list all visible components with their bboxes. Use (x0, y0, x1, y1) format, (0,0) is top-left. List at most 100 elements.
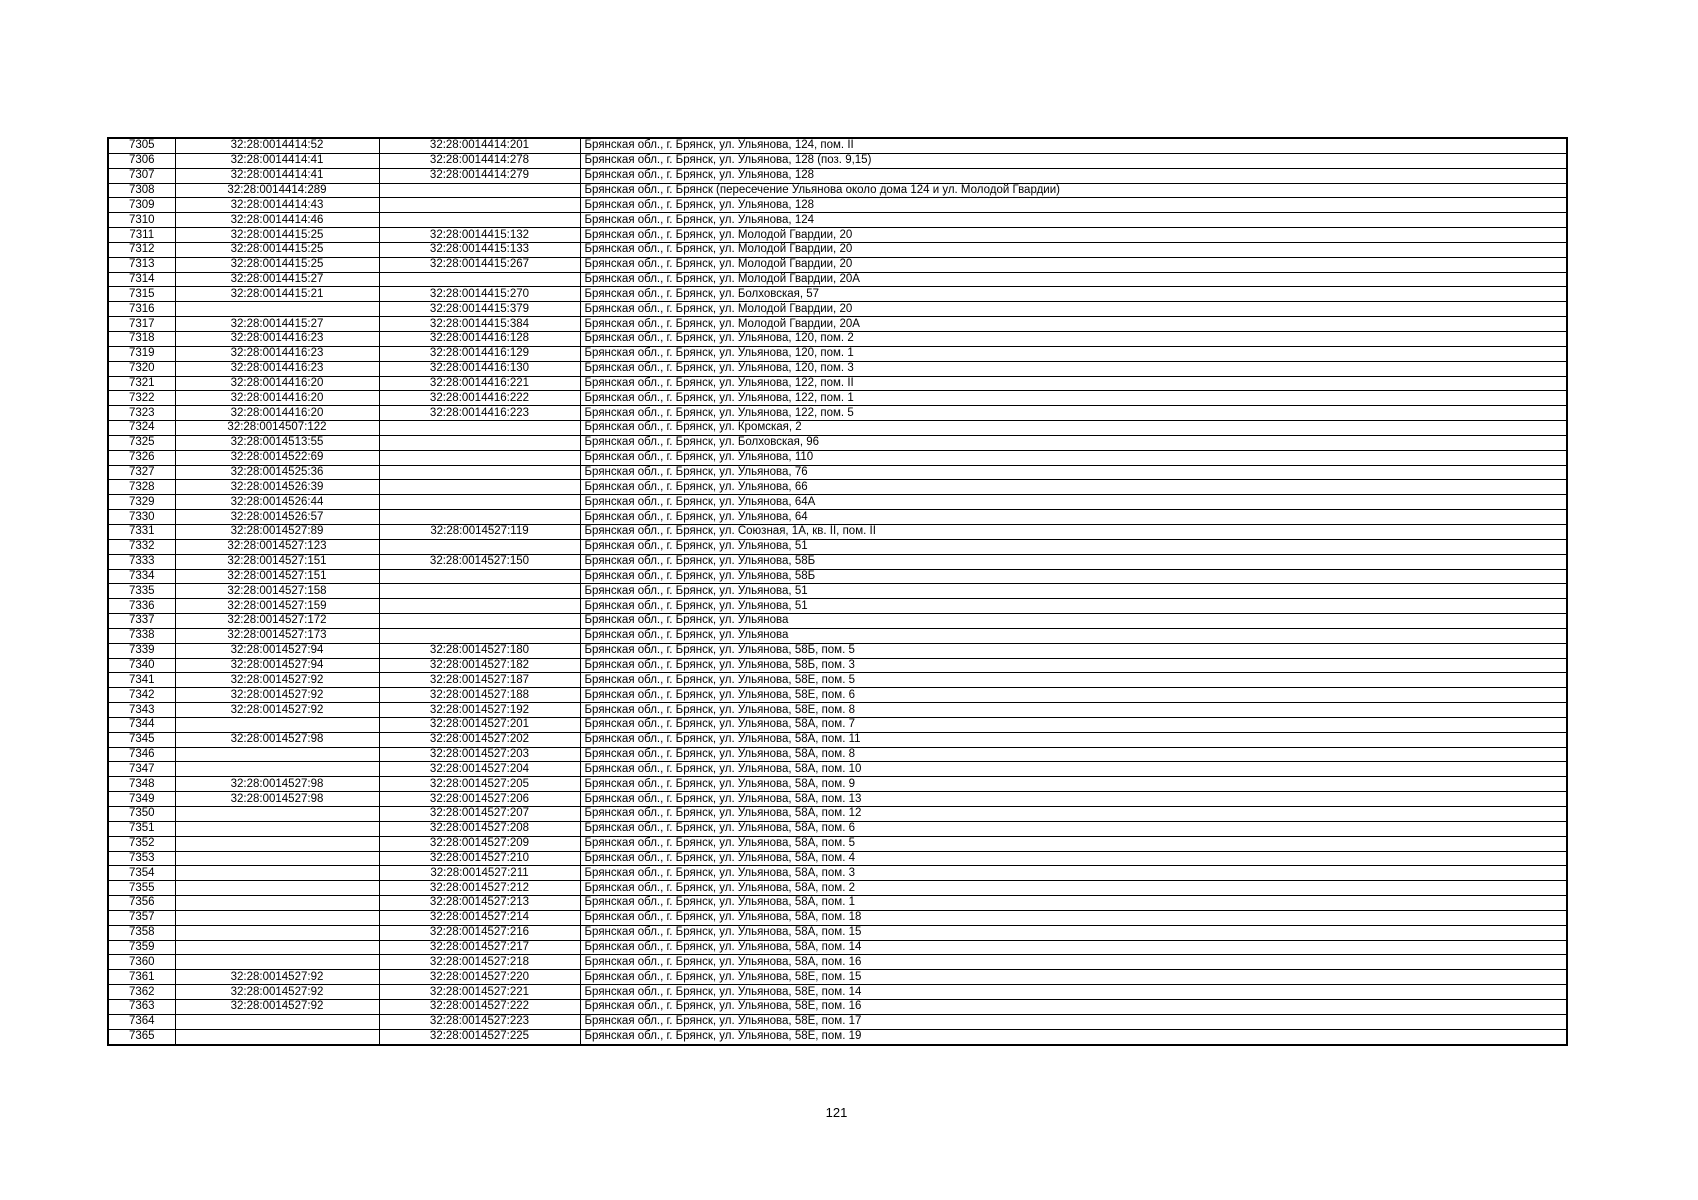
row-number-cell: 7331 (107, 523, 176, 540)
cadastral-number-2-cell: 32:28:0014527:214 (378, 909, 581, 926)
address-cell: Брянская обл., г. Брянск, ул. Ульянова, … (579, 1013, 1568, 1030)
cadastral-number-2-cell (378, 479, 581, 496)
cadastral-number-1-cell: 32:28:0014522:69 (174, 449, 380, 466)
cadastral-number-2-cell: 32:28:0014415:379 (378, 301, 581, 318)
address-cell: Брянская обл., г. Брянск, ул. Ульянова, … (579, 568, 1568, 585)
cadastral-number-2-cell (378, 538, 581, 555)
address-cell: Брянская обл., г. Брянск, ул. Ульянова, … (579, 909, 1568, 926)
cadastral-number-1-cell: 32:28:0014416:23 (174, 360, 380, 377)
table-row: 7358 32:28:0014527:216 Брянская обл., г. Б… (107, 924, 1568, 941)
row-number-cell: 7361 (107, 969, 176, 986)
row-number-cell: 7307 (107, 167, 176, 184)
cadastral-number-1-cell (174, 880, 380, 897)
table-row: 7313 32:28:0014415:25 32:28:0014415:267 Бря… (107, 256, 1568, 273)
address-cell: Брянская обл., г. Брянск, ул. Ульянова, … (579, 865, 1568, 882)
address-cell: Брянская обл., г. Брянск, ул. Ульянова, … (579, 984, 1568, 1000)
row-number-cell: 7338 (107, 627, 176, 644)
cadastral-number-2-cell (378, 434, 581, 451)
address-cell: Брянская обл., г. Брянск, ул. Ульянова, … (579, 464, 1568, 481)
cadastral-number-2-cell: 32:28:0014414:279 (378, 167, 581, 184)
cadastral-number-1-cell: 32:28:0014414:43 (174, 197, 380, 214)
address-cell: Брянская обл., г. Брянск, ул. Ульянова, … (579, 642, 1568, 659)
table-row: 7344 32:28:0014527:201 Брянская обл., г. Б… (107, 716, 1568, 733)
cadastral-number-2-cell: 32:28:0014527:225 (378, 1028, 581, 1046)
row-number-cell: 7311 (107, 227, 176, 243)
cadastral-number-1-cell (174, 1028, 380, 1046)
table-row: 7352 32:28:0014527:209 Брянская обл., г. Б… (107, 835, 1568, 852)
address-cell: Брянская обл., г. Брянск, ул. Ульянова, … (579, 672, 1568, 689)
cadastral-table: 7305 32:28:0014414:52 32:28:0014414:201 Бря… (107, 137, 1568, 1046)
row-number-cell: 7362 (107, 984, 176, 1000)
address-cell: Брянская обл., г. Брянск, ул. Ульянова, … (579, 405, 1568, 422)
cadastral-number-1-cell: 32:28:0014527:92 (174, 969, 380, 986)
row-number-cell: 7305 (107, 137, 176, 154)
address-cell: Брянская обл., г. Брянск, ул. Ульянова, … (579, 687, 1568, 704)
table-row: 7305 32:28:0014414:52 32:28:0014414:201 Бря… (107, 137, 1568, 154)
table-row: 7336 32:28:0014527:159 Брянская обл., г. Б… (107, 598, 1568, 615)
row-number-cell: 7336 (107, 598, 176, 615)
table-row: 7348 32:28:0014527:98 32:28:0014527:205 Бря… (107, 776, 1568, 793)
table-row: 7332 32:28:0014527:123 Брянская обл., г. Б… (107, 538, 1568, 555)
address-cell: Брянская обл., г. Брянск, ул. Ульянова, … (579, 167, 1568, 184)
table-row: 7339 32:28:0014527:94 32:28:0014527:180 Бря… (107, 642, 1568, 659)
cadastral-number-1-cell: 32:28:0014527:158 (174, 583, 380, 600)
table-row: 7347 32:28:0014527:204 Брянская обл., г. Б… (107, 761, 1568, 778)
address-cell: Брянская обл., г. Брянск, ул. Ульянова, … (579, 895, 1568, 911)
address-cell: Брянская обл., г. Брянск, ул. Ульянова, … (579, 390, 1568, 407)
cadastral-number-2-cell: 32:28:0014527:192 (378, 702, 581, 718)
cadastral-number-2-cell: 32:28:0014415:267 (378, 256, 581, 273)
row-number-cell: 7330 (107, 509, 176, 525)
table-row: 7346 32:28:0014527:203 Брянская обл., г. Б… (107, 746, 1568, 763)
cadastral-number-2-cell (378, 420, 581, 436)
cadastral-number-1-cell: 32:28:0014526:57 (174, 509, 380, 525)
cadastral-number-2-cell (378, 212, 581, 229)
address-cell: Брянская обл., г. Брянск, ул. Ульянова, … (579, 761, 1568, 778)
table-row: 7342 32:28:0014527:92 32:28:0014527:188 Бря… (107, 687, 1568, 704)
cadastral-number-2-cell: 32:28:0014527:182 (378, 657, 581, 674)
cadastral-number-1-cell: 32:28:0014527:94 (174, 657, 380, 674)
table-row: 7328 32:28:0014526:39 Брянская обл., г. Бр… (107, 479, 1568, 496)
table-row: 7325 32:28:0014513:55 Брянская обл., г. Бр… (107, 434, 1568, 451)
address-cell: Брянская обл., г. Брянск, ул. Ульянова, … (579, 835, 1568, 852)
address-cell: Брянская обл., г. Брянск, ул. Ульянова, … (579, 657, 1568, 674)
table-row: 7317 32:28:0014415:27 32:28:0014415:384 Бря… (107, 316, 1568, 332)
address-cell: Брянская обл., г. Брянск, ул. Ульянова, … (579, 998, 1568, 1015)
table-row: 7324 32:28:0014507:122 Брянская обл., г. Б… (107, 420, 1568, 436)
cadastral-number-2-cell (378, 449, 581, 466)
cadastral-number-2-cell: 32:28:0014414:278 (378, 152, 581, 169)
table-row: 7355 32:28:0014527:212 Брянская обл., г. Б… (107, 880, 1568, 897)
address-cell: Брянская обл., г. Брянск, ул. Ульянова, … (579, 553, 1568, 570)
cadastral-number-2-cell: 32:28:0014416:222 (378, 390, 581, 407)
cadastral-number-1-cell: 32:28:0014414:289 (174, 182, 380, 199)
cadastral-number-2-cell: 32:28:0014415:384 (378, 316, 581, 332)
row-number-cell: 7351 (107, 820, 176, 837)
address-cell: Брянская обл., г. Брянск, ул. Ульянова (579, 627, 1568, 644)
cadastral-number-2-cell: 32:28:0014527:204 (378, 761, 581, 778)
address-cell: Брянская обл., г. Брянск, ул. Ульянова, … (579, 212, 1568, 229)
row-number-cell: 7324 (107, 420, 176, 436)
cadastral-number-2-cell: 32:28:0014527:119 (378, 523, 581, 540)
address-cell: Брянская обл., г. Брянск, ул. Болховская… (579, 286, 1568, 303)
cadastral-number-1-cell: 32:28:0014416:20 (174, 405, 380, 422)
address-cell: Брянская обл., г. Брянск, ул. Ульянова, … (579, 331, 1568, 347)
cadastral-number-1-cell: 32:28:0014526:44 (174, 494, 380, 511)
cadastral-number-2-cell (378, 568, 581, 585)
row-number-cell: 7329 (107, 494, 176, 511)
cadastral-number-1-cell: 32:28:0014416:20 (174, 390, 380, 407)
table-row: 7364 32:28:0014527:223 Брянская обл., г. Б… (107, 1013, 1568, 1030)
cadastral-number-1-cell: 32:28:0014513:55 (174, 434, 380, 451)
row-number-cell: 7341 (107, 672, 176, 689)
address-cell: Брянская обл., г. Брянск (пересечение Ул… (579, 182, 1568, 199)
cadastral-number-2-cell: 32:28:0014527:222 (378, 998, 581, 1015)
row-number-cell: 7365 (107, 1028, 176, 1046)
address-cell: Брянская обл., г. Брянск, ул. Ульянова, … (579, 1028, 1568, 1046)
cadastral-number-1-cell: 32:28:0014527:92 (174, 702, 380, 718)
table-row: 7314 32:28:0014415:27 Брянская обл., г. Бр… (107, 271, 1568, 288)
cadastral-number-2-cell: 32:28:0014527:208 (378, 820, 581, 837)
cadastral-number-2-cell: 32:28:0014415:270 (378, 286, 581, 303)
address-cell: Брянская обл., г. Брянск, ул. Молодой Гв… (579, 227, 1568, 243)
address-cell: Брянская обл., г. Брянск, ул. Ульянова, … (579, 954, 1568, 971)
row-number-cell: 7354 (107, 865, 176, 882)
cadastral-number-2-cell: 32:28:0014527:188 (378, 687, 581, 704)
address-cell: Брянская обл., г. Брянск, ул. Ульянова, … (579, 360, 1568, 377)
